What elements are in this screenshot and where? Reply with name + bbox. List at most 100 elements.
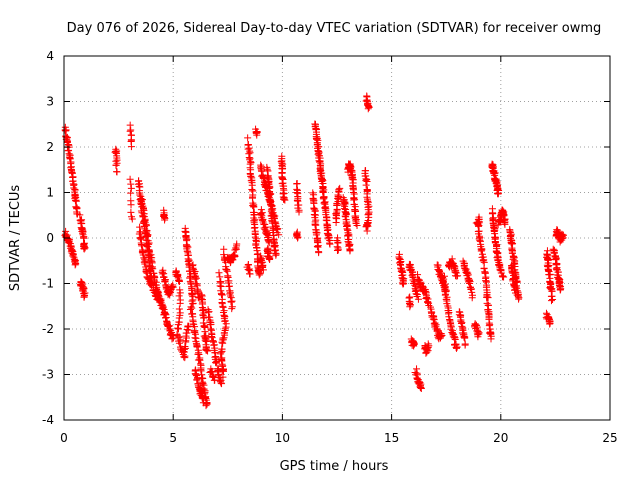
data-point [484, 294, 492, 302]
data-point [184, 322, 192, 330]
data-point [442, 295, 450, 303]
data-point [246, 270, 254, 278]
data-point [126, 175, 134, 183]
data-point [343, 225, 351, 233]
data-point [188, 304, 196, 312]
data-point [557, 285, 565, 293]
data-point [217, 379, 225, 387]
data-point [259, 215, 267, 223]
data-point [199, 399, 207, 407]
data-point [546, 319, 554, 327]
data-point [461, 334, 469, 342]
data-point [558, 234, 566, 242]
data-point [65, 146, 73, 154]
data-point [258, 212, 266, 220]
data-point [138, 209, 146, 217]
data-point [515, 294, 523, 302]
data-point [478, 246, 486, 254]
data-point [112, 148, 120, 156]
data-point [475, 330, 483, 338]
data-point [191, 334, 199, 342]
data-point [492, 176, 500, 184]
data-point [410, 340, 418, 348]
data-points [61, 92, 567, 410]
data-point [147, 282, 155, 290]
data-point [365, 202, 373, 210]
data-point [362, 181, 370, 189]
data-point [211, 376, 219, 384]
data-point [72, 259, 80, 267]
data-point [126, 127, 134, 135]
data-point [127, 208, 135, 216]
data-point [66, 154, 74, 162]
y-tick-label: -3 [42, 368, 54, 382]
data-point [139, 247, 147, 255]
data-point [193, 375, 201, 383]
data-point [218, 380, 226, 388]
data-point [266, 255, 274, 263]
data-point [494, 186, 502, 193]
data-point [549, 245, 557, 253]
data-point [247, 172, 255, 180]
data-point [480, 265, 488, 273]
data-point [322, 208, 330, 216]
data-point [272, 251, 280, 259]
data-point [246, 156, 254, 164]
data-point [453, 343, 461, 351]
chart-title: Day 076 of 2026, Sidereal Day-to-day VTE… [67, 21, 602, 36]
data-point [440, 272, 448, 280]
x-tick-label: 5 [169, 431, 177, 445]
data-point [248, 185, 256, 193]
data-point [249, 202, 257, 210]
data-point [139, 251, 147, 259]
data-point [192, 334, 200, 342]
data-point [251, 233, 259, 241]
data-point [113, 168, 121, 176]
data-point [160, 213, 168, 221]
data-point [476, 237, 484, 245]
data-point [273, 226, 281, 234]
data-point [425, 301, 433, 309]
data-point [501, 220, 509, 228]
data-point [127, 143, 135, 151]
data-point [127, 184, 135, 192]
data-point [317, 170, 325, 178]
data-point [216, 282, 224, 290]
y-tick-label: -4 [42, 413, 54, 427]
data-point [250, 224, 258, 232]
data-point [189, 299, 197, 307]
data-point [219, 339, 227, 347]
data-point [175, 305, 183, 313]
data-point [175, 276, 183, 284]
data-point [181, 343, 189, 351]
data-point [204, 347, 212, 355]
data-point [293, 179, 301, 187]
data-point [193, 342, 201, 350]
data-point [198, 300, 206, 308]
data-point [233, 240, 241, 248]
data-point [247, 177, 255, 185]
data-point [406, 301, 414, 309]
data-point [559, 231, 567, 239]
data-point [460, 333, 468, 341]
data-point [442, 283, 450, 291]
data-point [223, 266, 231, 274]
data-point [326, 240, 334, 248]
data-point [67, 164, 75, 172]
data-point [468, 291, 476, 299]
data-point [181, 352, 189, 360]
data-point [175, 339, 183, 347]
data-point [313, 135, 321, 143]
data-point [188, 289, 196, 297]
data-point [400, 279, 408, 287]
data-point [479, 257, 487, 265]
data-point [80, 245, 88, 253]
data-point [259, 266, 267, 274]
x-tick-label: 25 [602, 431, 617, 445]
data-point [461, 341, 469, 349]
data-point [174, 324, 182, 332]
x-tick-labels: 0 5 10 15 20 25 [60, 431, 617, 445]
data-point [221, 325, 229, 333]
data-point [176, 286, 184, 294]
data-point [257, 166, 265, 174]
